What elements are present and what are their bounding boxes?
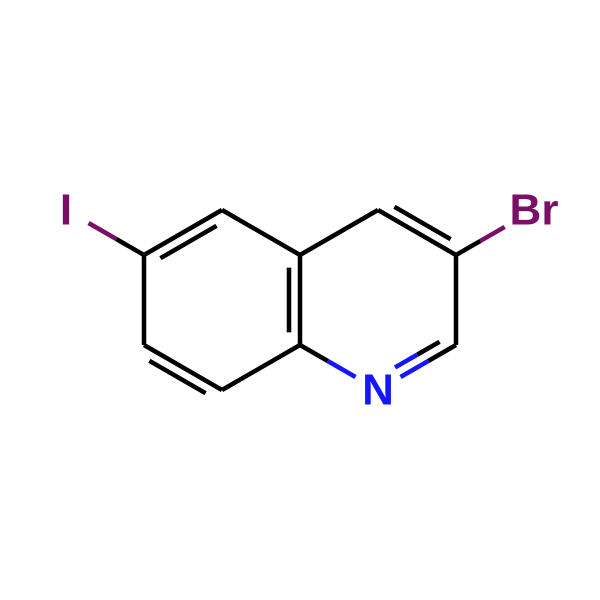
bond [456,241,480,255]
bond [144,210,222,255]
atom-label-n: N [362,366,394,415]
bond [328,361,356,377]
bonds-group [89,207,505,393]
bond [89,223,117,239]
atoms-group: N I Br [60,186,559,415]
bond [222,210,300,255]
bond [378,210,456,255]
atom-label-i: I [60,186,72,235]
bond [480,227,504,241]
bond [300,210,378,255]
bond [144,345,222,390]
bond [300,345,328,361]
bond-inner [417,342,439,355]
bond [116,239,144,255]
molecule-canvas: N I Br [0,0,600,600]
bond-inner [395,355,417,368]
bond [222,345,300,390]
atom-label-br: Br [510,186,559,235]
